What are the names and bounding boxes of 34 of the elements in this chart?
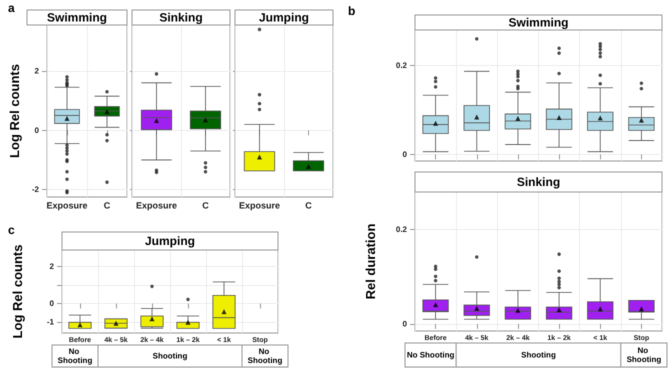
text: Shooting (521, 350, 556, 360)
text: Shooting (152, 352, 188, 360)
y-tick-label: 0.2 (396, 61, 408, 70)
text: c (8, 223, 15, 237)
y-tick-label: 0 (402, 319, 408, 328)
x-tick-label: Exposure (136, 200, 178, 210)
text: a (8, 1, 15, 15)
x-tick-label: Exposure (238, 200, 280, 210)
text: b (348, 4, 356, 18)
chart-title: Swimming (508, 16, 569, 30)
y-tick-label: 2 (50, 262, 55, 272)
y-tick-label: 0 (34, 126, 40, 135)
chart-title: Swimming (46, 10, 108, 24)
chart-title: Sinking (516, 175, 560, 189)
chart-title: Jumping (259, 10, 309, 24)
chart-title: Sinking (159, 10, 203, 24)
y-axis-title: Rel duration (363, 224, 378, 300)
text: No Shooting (626, 346, 662, 364)
text: No Shooting (248, 347, 282, 365)
y-tick-label: -2 (32, 185, 40, 194)
y-tick-label: 0.2 (396, 225, 408, 234)
x-tick-label: C (305, 200, 312, 210)
x-tick-label: C (202, 200, 210, 210)
y-tick-label: 0 (50, 298, 55, 308)
chart-title: Jumping (145, 234, 195, 248)
y-tick-label: 2 (34, 66, 40, 76)
text: No Shooting (58, 347, 92, 365)
x-tick-label: Exposure (46, 200, 88, 210)
y-axis-title: Log Rel counts (7, 64, 22, 158)
y-axis-title: Log Rel counts (10, 244, 25, 338)
y-tick-label: 0 (402, 150, 408, 159)
x-tick-label: C (104, 200, 111, 210)
y-tick-label: -1 (46, 317, 55, 326)
text: No Shooting (406, 350, 454, 360)
